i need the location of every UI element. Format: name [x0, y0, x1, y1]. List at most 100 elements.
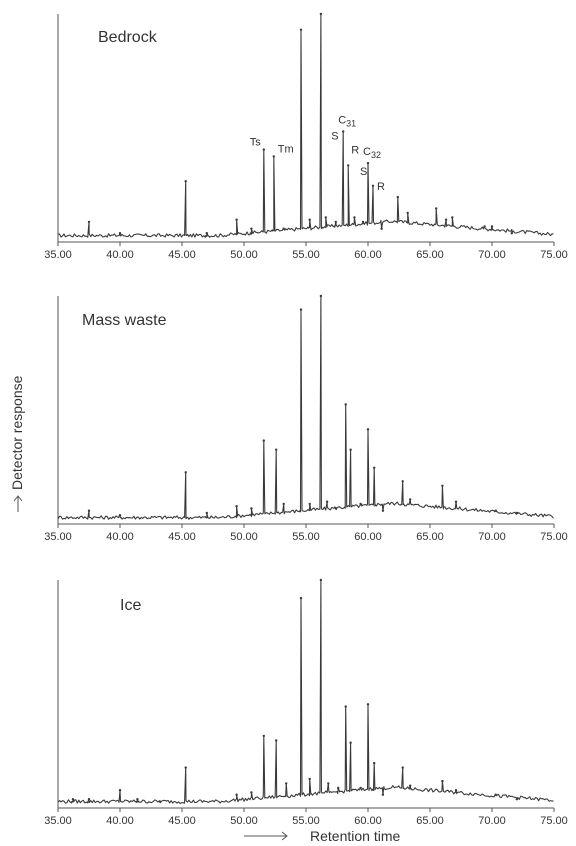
peak-point [451, 216, 454, 219]
peak-point [87, 220, 91, 224]
peak-point [262, 148, 265, 151]
peak-point [401, 766, 404, 769]
peak-point [71, 798, 75, 801]
peak-point [308, 502, 311, 506]
peak-point [87, 509, 91, 512]
peak-point [454, 789, 458, 792]
peak-point [371, 184, 375, 187]
peak-annotation: Tm [278, 143, 294, 155]
x-tick-label: 40.00 [106, 815, 134, 827]
peak-point [406, 211, 409, 215]
peak-point [205, 511, 208, 515]
x-tick-label: 35.00 [44, 249, 72, 261]
peak-annotation: S [331, 131, 338, 143]
peak-point [409, 784, 412, 787]
peak-point [118, 514, 122, 517]
peak-point [158, 800, 161, 803]
peak-point [299, 308, 303, 311]
x-tick-label: 60.00 [354, 249, 382, 261]
peak-point [250, 507, 253, 510]
peak-point [319, 12, 323, 16]
chromatogram-trace [57, 13, 554, 238]
x-tick-label: 65.00 [416, 531, 444, 543]
peak-point [344, 705, 347, 708]
x-axis-label: Retention time [310, 828, 400, 844]
peak-point [327, 782, 330, 785]
peak-point [349, 448, 352, 451]
x-axis-title: Retention time [244, 828, 400, 844]
panel-title: Ice [120, 597, 141, 614]
peak-point [262, 734, 265, 738]
peak-point [373, 466, 376, 469]
peak-point [250, 227, 253, 230]
peak-point [380, 227, 383, 230]
compound-label: C31 [338, 115, 356, 129]
peak-point [319, 294, 323, 298]
peak-point [272, 155, 275, 158]
peak-point [454, 500, 458, 503]
peak-point [136, 798, 139, 801]
peak-point [359, 502, 362, 506]
peak-point [299, 28, 303, 31]
peak-point [381, 509, 385, 512]
peak-point [118, 789, 122, 792]
peak-point [494, 509, 497, 512]
x-tick-label: 40.00 [106, 531, 134, 543]
x-tick-label: 60.00 [354, 531, 382, 543]
peak-point [275, 448, 278, 451]
peak-point [441, 779, 444, 783]
peak-point [235, 793, 238, 796]
peak-annotation: R [377, 181, 385, 193]
peak-point [334, 507, 337, 510]
x-tick-label: 50.00 [230, 531, 258, 543]
peak-point [337, 786, 340, 790]
peak-point [490, 225, 494, 228]
x-tick-label: 45.00 [168, 815, 196, 827]
peak-point [349, 741, 352, 744]
x-tick-label: 45.00 [168, 531, 196, 543]
panel-title: Mass waste [82, 312, 167, 329]
x-tick-label: 70.00 [478, 249, 506, 261]
x-tick-label: 75.00 [540, 815, 568, 827]
x-tick-label: 65.00 [416, 249, 444, 261]
peak-point [483, 225, 486, 228]
peak-point [285, 782, 288, 785]
peak-point [205, 232, 208, 235]
x-tick-label: 70.00 [478, 531, 506, 543]
panel-1: Bedrock 35.00 40.00 45.00 50.00 55.00 60.00 65.… [44, 12, 568, 261]
peak-point [396, 195, 399, 199]
peak-point [444, 218, 448, 221]
peak-point [184, 766, 187, 769]
panel-2: Mass waste 35.00 40.00 45.00 50.00 55.00 60.00… [44, 294, 568, 543]
peak-point [334, 220, 337, 224]
peak-point [282, 227, 285, 230]
x-tick-label: 50.00 [230, 815, 258, 827]
chromatogram-trace [57, 295, 554, 520]
peak-point [344, 403, 347, 406]
peak-point [494, 793, 497, 796]
peak-point [250, 791, 253, 794]
x-tick-label: 60.00 [354, 815, 382, 827]
peak-point [359, 786, 362, 790]
peak-point [342, 130, 345, 133]
peak-point [235, 218, 238, 221]
peak-point [262, 439, 265, 442]
peak-point [435, 207, 438, 210]
peak-annotation: R [351, 144, 359, 156]
x-tick-label: 55.00 [292, 249, 320, 261]
x-tick-label: 45.00 [168, 249, 196, 261]
peak-point [361, 220, 365, 224]
peak-point [118, 232, 122, 235]
peak-point [381, 793, 385, 796]
peak-point [409, 498, 412, 501]
peak-annotation: S [360, 166, 367, 178]
peak-point [308, 218, 311, 221]
peak-point [184, 180, 187, 183]
compound-label: C32 [363, 146, 381, 160]
peak-point [87, 798, 91, 801]
peak-point [515, 511, 518, 515]
panel-3: Ice 35.00 40.00 45.00 50.00 55.00 60.00 65.00 70… [44, 578, 568, 827]
peak-point [353, 216, 356, 219]
x-tick-label: 55.00 [292, 815, 320, 827]
peak-point [366, 703, 370, 706]
